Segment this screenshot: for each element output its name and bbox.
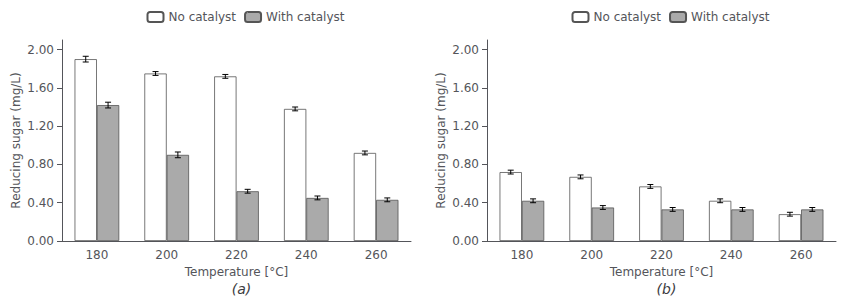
svg-text:1.20: 1.20	[27, 119, 54, 133]
svg-text:(b): (b)	[657, 281, 677, 297]
svg-text:0.00: 0.00	[452, 234, 479, 248]
svg-text:0.80: 0.80	[27, 157, 54, 171]
svg-text:180: 180	[510, 248, 533, 262]
svg-text:No catalyst: No catalyst	[594, 10, 662, 24]
svg-text:Reducing sugar (mg/L): Reducing sugar (mg/L)	[9, 72, 23, 208]
svg-text:2.00: 2.00	[27, 43, 54, 57]
svg-text:240: 240	[295, 248, 318, 262]
svg-text:Temperature [°C]: Temperature [°C]	[184, 265, 289, 279]
svg-text:Reducing sugar (mg/L): Reducing sugar (mg/L)	[434, 72, 448, 208]
svg-text:2.00: 2.00	[452, 43, 479, 57]
svg-text:With catalyst: With catalyst	[266, 10, 345, 24]
svg-text:(a): (a)	[232, 281, 252, 297]
svg-text:220: 220	[225, 248, 248, 262]
svg-text:200: 200	[580, 248, 603, 262]
svg-text:260: 260	[790, 248, 813, 262]
svg-text:0.40: 0.40	[27, 196, 54, 210]
svg-text:220: 220	[650, 248, 673, 262]
svg-text:0.00: 0.00	[27, 234, 54, 248]
svg-text:260: 260	[365, 248, 388, 262]
svg-text:With catalyst: With catalyst	[691, 10, 770, 24]
svg-text:1.20: 1.20	[452, 119, 479, 133]
svg-text:180: 180	[85, 248, 108, 262]
svg-text:0.80: 0.80	[452, 157, 479, 171]
svg-text:1.60: 1.60	[27, 81, 54, 95]
svg-text:200: 200	[155, 248, 178, 262]
svg-text:1.60: 1.60	[452, 81, 479, 95]
svg-text:0.40: 0.40	[452, 196, 479, 210]
svg-text:240: 240	[720, 248, 743, 262]
svg-text:No catalyst: No catalyst	[169, 10, 237, 24]
svg-text:Temperature [°C]: Temperature [°C]	[609, 265, 714, 279]
